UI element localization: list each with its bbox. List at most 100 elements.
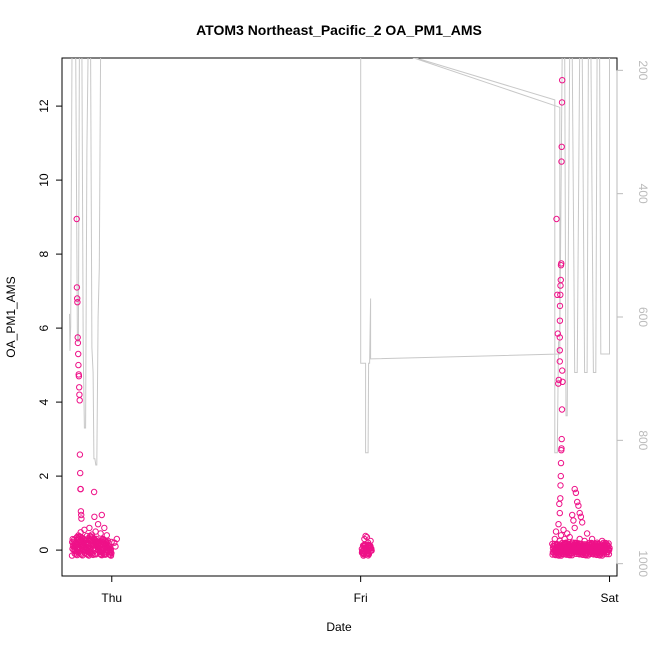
- pressure-line-layer: [69, 58, 610, 466]
- data-point: [92, 539, 99, 546]
- data-point: [556, 358, 563, 365]
- data-point: [572, 489, 580, 496]
- data-point: [554, 551, 562, 559]
- data-point: [74, 299, 81, 306]
- right-tick-label: 200: [636, 60, 650, 80]
- data-point: [75, 361, 82, 369]
- data-point: [589, 544, 596, 551]
- data-point: [77, 485, 84, 493]
- data-point: [86, 524, 93, 532]
- data-point: [557, 532, 565, 539]
- data-point: [562, 551, 569, 558]
- data-point: [567, 547, 574, 554]
- data-point: [566, 533, 573, 541]
- y-tick-label: 2: [37, 472, 51, 479]
- data-point: [583, 541, 591, 548]
- data-point: [565, 551, 572, 558]
- y-tick-label: 0: [37, 546, 51, 553]
- data-point: [103, 546, 110, 554]
- data-point: [99, 536, 107, 543]
- data-point: [559, 367, 566, 374]
- data-point: [76, 397, 83, 404]
- data-point: [90, 488, 98, 496]
- data-point: [362, 532, 369, 540]
- data-point: [96, 550, 104, 558]
- data-point: [78, 544, 86, 551]
- data-point: [81, 549, 89, 557]
- data-point: [597, 547, 604, 554]
- scatter-points-layer: [68, 77, 613, 559]
- right-tick-label: 400: [636, 184, 650, 204]
- data-point: [78, 511, 85, 519]
- data-point: [557, 262, 565, 269]
- data-point: [581, 551, 589, 558]
- data-point: [570, 547, 577, 555]
- right-tick-label: 800: [636, 430, 650, 450]
- data-point: [552, 528, 560, 535]
- data-point: [555, 521, 562, 528]
- data-point: [98, 511, 106, 519]
- data-point: [592, 544, 599, 551]
- x-tick-label: Fri: [354, 591, 368, 605]
- data-point: [75, 373, 83, 380]
- data-point: [600, 548, 607, 555]
- data-point: [365, 552, 372, 559]
- data-point: [358, 549, 366, 556]
- data-point: [76, 451, 84, 458]
- data-point: [570, 517, 577, 524]
- data-point: [100, 536, 108, 544]
- data-point: [558, 447, 565, 454]
- data-point: [73, 534, 80, 541]
- data-point: [558, 143, 565, 151]
- data-point: [71, 550, 78, 557]
- data-point: [556, 347, 563, 354]
- data-point: [569, 511, 576, 519]
- data-point: [556, 541, 564, 548]
- data-point: [553, 540, 560, 548]
- data-point: [559, 77, 566, 84]
- data-point: [556, 509, 563, 517]
- plot-frame: [61, 57, 618, 577]
- data-point: [571, 485, 578, 493]
- data-point: [560, 526, 567, 533]
- data-point: [558, 435, 565, 443]
- data-point: [72, 551, 80, 558]
- data-point: [571, 524, 578, 532]
- data-point: [111, 539, 118, 546]
- data-point: [557, 472, 564, 480]
- data-point: [558, 99, 566, 106]
- data-point: [556, 334, 563, 341]
- data-point: [74, 295, 81, 302]
- y-tick-label: 12: [37, 99, 51, 113]
- data-point: [579, 519, 586, 526]
- y-tick-label: 4: [37, 398, 51, 405]
- data-point: [108, 538, 115, 546]
- data-point: [83, 550, 90, 558]
- data-point: [558, 406, 566, 413]
- data-point: [557, 282, 564, 289]
- data-point: [562, 544, 569, 551]
- data-point: [583, 530, 591, 537]
- data-point: [557, 459, 565, 467]
- data-point: [76, 384, 83, 391]
- data-point: [558, 552, 565, 559]
- data-point: [555, 376, 562, 384]
- y-axis-label: OA_PM1_AMS: [4, 276, 18, 357]
- data-point: [556, 302, 564, 310]
- chart-title: ATOM3 Northeast_Pacific_2 OA_PM1_AMS: [196, 22, 482, 38]
- right-tick-label: 1000: [636, 550, 650, 577]
- data-point: [557, 495, 564, 502]
- data-point: [557, 291, 564, 298]
- data-point: [78, 515, 85, 522]
- data-point: [73, 284, 81, 291]
- data-point: [556, 317, 564, 324]
- data-point: [73, 215, 80, 223]
- data-point: [76, 391, 83, 398]
- axes-layer: 0 2 4 6 8 10 12 Thu Fri Sat 200 400 600 800 1000: [37, 60, 650, 605]
- data-point: [101, 524, 108, 532]
- data-point: [574, 498, 581, 506]
- data-point: [74, 339, 82, 347]
- data-point: [556, 500, 563, 508]
- data-point: [97, 530, 104, 537]
